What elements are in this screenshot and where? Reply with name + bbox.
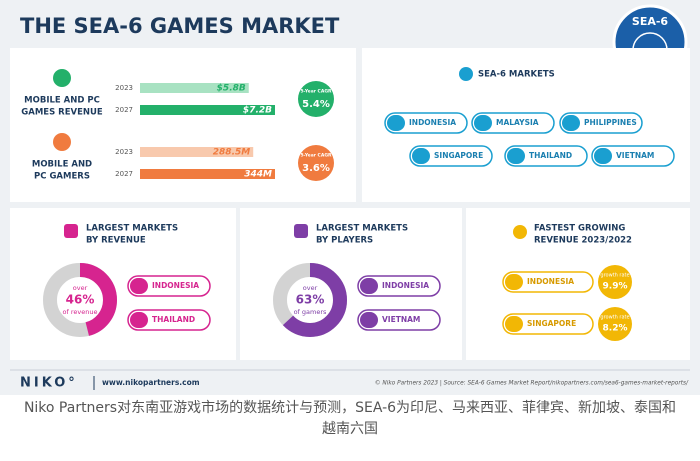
bar-year: 2023 [115,148,133,156]
panel-title: BY PLAYERS [316,236,373,246]
rank-pill-icon [360,312,378,328]
infographic: THE SEA-6 GAMES MARKET SEA-6 MOBILE AND … [0,0,700,395]
market-pill-text: PHILIPPINES [584,118,637,127]
rank-pill [357,309,441,331]
bar [140,147,254,157]
market-pill [384,112,468,134]
icon [53,133,71,151]
cagr-circle [298,81,334,117]
growth-pill [502,271,594,293]
rank-pill-text: INDONESIA [152,281,199,290]
market-pill [471,112,555,134]
donut-caption: of gamers [294,308,327,316]
footer-source: © Niko Partners 2023 | Source: SEA-6 Gam… [375,380,689,387]
block-label: MOBILE AND PC [24,96,100,106]
panel-title: BY REVENUE [86,236,146,246]
panel-title: LARGEST MARKETS [316,224,408,234]
bar-year: 2023 [115,84,133,92]
growth-rate: 9.9% [603,282,628,292]
cagr-value: 5.4% [302,99,330,110]
title: THE SEA-6 GAMES MARKET [20,14,340,38]
growth-pill-icon [505,274,523,290]
growth-label: growth rate [600,273,629,279]
rank-pill-text: VIETNAM [382,315,420,324]
panel-title: FASTEST GROWING [534,224,625,234]
block-label: GAMES REVENUE [21,108,103,118]
rank-pill-text: THAILAND [152,315,195,324]
market-pill-text: SINGAPORE [434,151,483,160]
bar-year: 2027 [115,170,133,178]
growth-pill-text: SINGAPORE [527,319,576,328]
growth-pill [502,313,594,335]
logo: NIKO° [20,376,78,391]
market-pill-icon [474,115,492,131]
bar [140,105,275,115]
caption: Niko Partners对东南亚游戏市场的数据统计与预测，SEA-6为印尼、马… [23,400,677,437]
badge-label: SEA-6 [632,15,669,28]
bar [140,169,275,179]
growth-pill-icon [505,316,523,332]
donut-value: 63% [296,293,325,307]
market-pill-text: VIETNAM [616,151,654,160]
growth-circle [598,307,632,341]
icon [513,225,527,239]
market-pill-icon [594,148,612,164]
market-pill-icon [387,115,405,131]
market-pill-text: INDONESIA [409,118,456,127]
growth-rate: 8.2% [603,324,628,334]
rank-pill-icon [360,278,378,294]
rank-pill-icon [130,278,148,294]
growth-label: growth rate [600,315,629,321]
cagr-value: 3.6% [302,163,330,174]
rank-pill [357,275,441,297]
donut-arc [43,263,117,337]
donut-arc [273,263,347,337]
cagr-label: 5-Year CAGR [300,153,332,159]
bar-label: 344M [244,170,272,180]
rank-pill-icon [130,312,148,328]
donut-prefix: over [73,284,88,292]
market-pill-text: MALAYSIA [496,118,539,127]
market-pill-icon [562,115,580,131]
donut-caption: of revenue [63,308,98,316]
cagr-label: 5-Year CAGR [300,89,332,95]
donut-prefix: over [303,284,318,292]
block-label: PC GAMERS [34,172,90,182]
growth-pill-text: INDONESIA [527,277,574,286]
panel-title: REVENUE 2023/2022 [534,236,632,246]
icon [53,69,71,87]
market-pill-text: THAILAND [529,151,572,160]
market-pill [409,145,493,167]
markets-title: SEA-6 MARKETS [478,70,555,80]
rank-pill [127,309,211,331]
bar-label: $5.8B [217,84,246,94]
bar-label: 288.5M [213,148,250,158]
bar [140,83,249,93]
icon [64,224,78,238]
market-pill-icon [412,148,430,164]
block-label: MOBILE AND [32,160,92,170]
market-pill [504,145,588,167]
donut-value: 46% [66,293,95,307]
icon [459,67,473,81]
market-pill-icon [507,148,525,164]
footer-url: www.nikopartners.com [102,378,200,387]
bar-label: $7.2B [243,106,272,116]
rank-pill-text: INDONESIA [382,281,429,290]
bar-year: 2027 [115,106,133,114]
market-pill [591,145,675,167]
market-pill [559,112,643,134]
growth-circle [598,265,632,299]
icon [294,224,308,238]
cagr-circle [298,145,334,181]
panel-title: LARGEST MARKETS [86,224,178,234]
rank-pill [127,275,211,297]
